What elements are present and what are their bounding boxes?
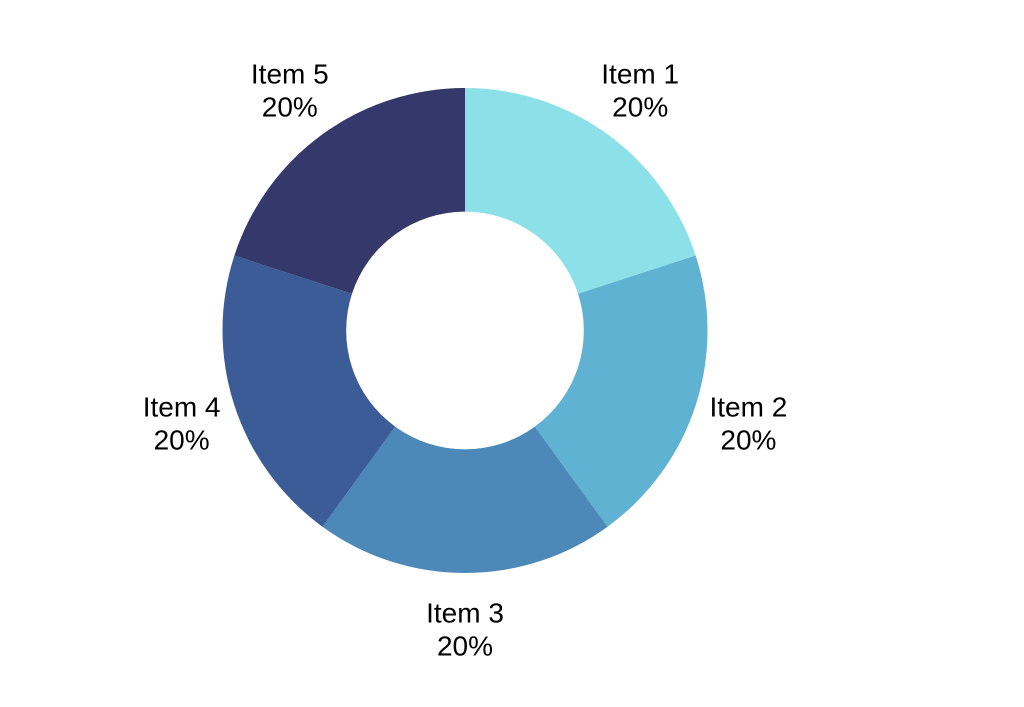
slice-label-item-1: Item 1 20% <box>601 58 679 122</box>
donut-slice-item-3 <box>322 426 608 574</box>
donut-slice-item-2 <box>534 255 708 527</box>
donut-slices <box>222 88 708 574</box>
slice-label-value: 20% <box>437 631 493 662</box>
slice-label-value: 20% <box>720 425 776 456</box>
slice-label-item-4: Item 4 20% <box>143 392 221 456</box>
donut-slice-item-5 <box>234 88 465 294</box>
slice-label-value: 20% <box>612 91 668 122</box>
donut-labels: Item 1 20%Item 2 20%Item 3 20%Item 4 20%Item… <box>143 58 788 661</box>
slice-label-value: 20% <box>262 91 318 122</box>
slice-label-name: Item 4 <box>143 392 221 423</box>
slice-label-name: Item 3 <box>426 598 504 629</box>
donut-slice-item-1 <box>465 88 696 294</box>
slice-label-name: Item 1 <box>601 58 679 89</box>
slice-label-item-3: Item 3 20% <box>426 598 504 662</box>
slice-label-name: Item 2 <box>709 392 787 423</box>
slice-label-item-2: Item 2 20% <box>709 392 787 456</box>
slice-label-item-5: Item 5 20% <box>251 58 329 122</box>
slice-label-name: Item 5 <box>251 58 329 89</box>
donut-slice-item-4 <box>222 255 396 527</box>
slice-label-value: 20% <box>154 425 210 456</box>
